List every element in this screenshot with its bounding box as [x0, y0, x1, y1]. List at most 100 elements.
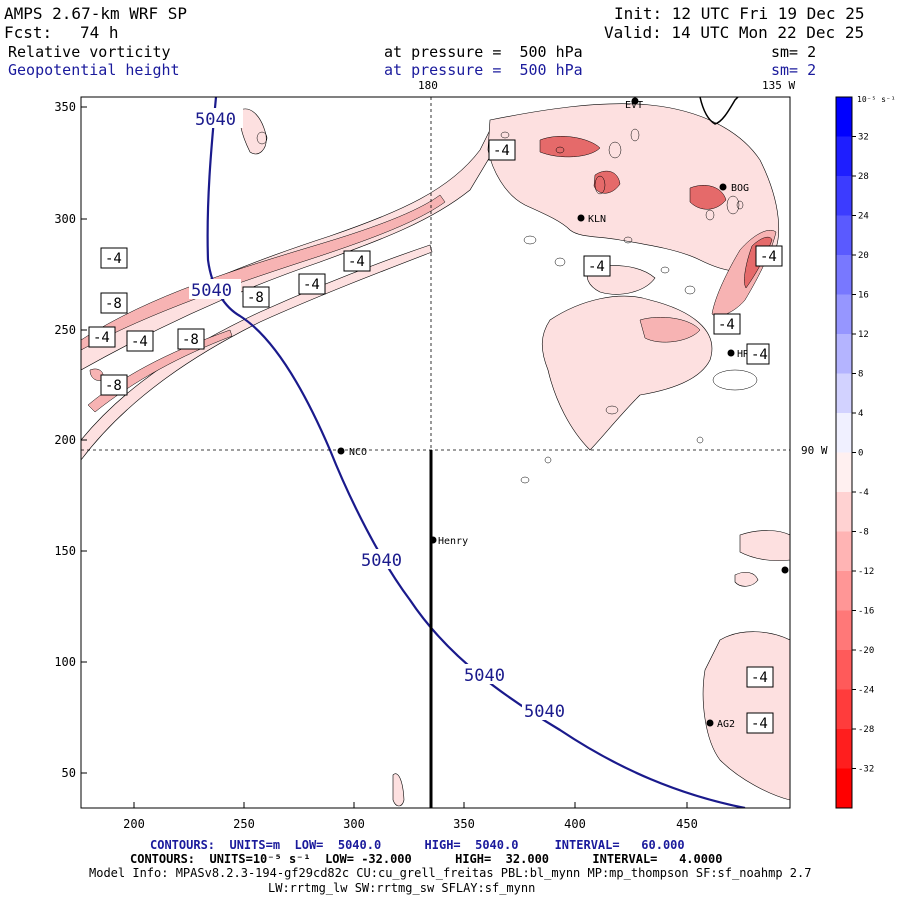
field2-smoothing: sm= 2 — [771, 61, 817, 79]
colorbar-label: -32 — [858, 765, 874, 775]
station-dot-hrz — [727, 349, 735, 357]
vort-label: -8 — [182, 332, 199, 348]
colorbar-label: 28 — [858, 172, 869, 182]
y-tick-label: 350 — [54, 100, 76, 114]
colorbar-label: -28 — [858, 725, 874, 735]
colorbar-band — [836, 768, 852, 809]
colorbar-band — [836, 334, 852, 374]
station-dot-evt — [631, 97, 639, 105]
colorbar: 32 28 24 20 16 12 8 4 0 -4 -8 -12 -16 -20 -24 -28 -32 — [835, 96, 874, 809]
colorbar-band — [836, 610, 852, 651]
vort-label: -8 — [105, 296, 122, 312]
lon-label-135w: 135 W — [762, 79, 796, 92]
vort-label: -4 — [303, 277, 320, 293]
station-label-hrz: HRZ — [737, 349, 755, 360]
coastline — [699, 96, 739, 125]
colorbar-band — [836, 136, 852, 177]
init-time: Init: 12 UTC Fri 19 Dec 25 — [614, 4, 865, 23]
colorbar-unit: 10⁻⁵ s⁻¹ — [857, 95, 896, 104]
vort-label: -4 — [718, 317, 735, 333]
colorbar-band — [836, 97, 852, 137]
vort-label: -8 — [247, 290, 264, 306]
footer-model-info: Model Info: MPASv8.2.3-194-gf29cd82c CU:… — [89, 866, 812, 880]
colorbar-band — [836, 571, 852, 611]
vorticity-labels: -4 -8 -4 -4 -8 -8 -8 -4 -4 -4 -4 -4 -4 -… — [88, 139, 783, 734]
station-label-bog: BOG — [731, 183, 749, 194]
lon-label-180: 180 — [418, 79, 438, 92]
station-label-henry: Henry — [438, 536, 468, 547]
colorbar-label: 8 — [858, 370, 863, 380]
y-tick-label: 50 — [62, 766, 76, 780]
field1-smoothing: sm= 2 — [771, 43, 817, 61]
colorbar-band — [836, 294, 852, 335]
height-label: 5040 — [361, 551, 402, 571]
vort-label: -4 — [751, 716, 768, 732]
plot-frame — [80, 96, 791, 809]
footer-model-info-2: LW:rrtmg_lw SW:rrtmg_sw SFLAY:sf_mynn — [268, 881, 536, 895]
vort-label: -4 — [751, 347, 768, 363]
x-tick-label: 400 — [564, 817, 586, 831]
footer-contours-vorticity: CONTOURS: UNITS=10⁻⁵ s⁻¹ LOW= -32.000 HI… — [130, 852, 723, 866]
forecast-label: Fcst: — [4, 23, 53, 42]
colorbar-band — [836, 215, 852, 256]
vort-label: -4 — [760, 249, 777, 265]
model-title: AMPS 2.67-km WRF SP — [4, 4, 188, 23]
colorbar-band — [836, 373, 852, 414]
colorbar-label: -4 — [858, 488, 869, 498]
vort-label: -4 — [588, 259, 605, 275]
colorbar-label: 12 — [858, 330, 869, 340]
colorbar-band — [836, 531, 852, 572]
colorbar-label: -20 — [858, 646, 874, 656]
x-tick-label: 300 — [343, 817, 365, 831]
colorbar-band — [836, 176, 852, 216]
vort-contour-rings — [256, 128, 758, 484]
colorbar-band — [836, 689, 852, 730]
x-tick-label: 450 — [676, 817, 698, 831]
y-tick-label: 150 — [54, 544, 76, 558]
vorticity-shading — [81, 103, 790, 807]
colorbar-band — [836, 413, 852, 453]
station-dot-henry — [429, 536, 437, 544]
height-label: 5040 — [195, 110, 236, 130]
field1-level: at pressure = 500 hPa — [384, 43, 583, 61]
y-tick-label: 200 — [54, 433, 76, 447]
height-label: 5040 — [524, 702, 565, 722]
vort-blob-central-east — [541, 295, 713, 451]
field2-name: Geopotential height — [8, 61, 180, 79]
x-tick-label: 350 — [453, 817, 475, 831]
station-dot-ag2 — [706, 719, 714, 727]
colorbar-label: -24 — [858, 686, 874, 696]
vort-label: -4 — [348, 254, 365, 270]
y-tick-label: 250 — [54, 323, 76, 337]
vort-label: -4 — [493, 143, 510, 159]
station-dot-edge — [781, 566, 789, 574]
lon-label-90w: 90 W — [801, 444, 828, 457]
colorbar-label: 0 — [858, 449, 863, 459]
forecast-hour: 74 h — [80, 23, 119, 42]
station-markers — [337, 97, 789, 727]
colorbar-band — [836, 650, 852, 690]
station-label-ag2: AG2 — [717, 719, 735, 730]
colorbar-band — [836, 255, 852, 295]
vort-label: -4 — [131, 334, 148, 350]
y-tick-label: 300 — [54, 212, 76, 226]
y-tick-label: 100 — [54, 655, 76, 669]
colorbar-label: 20 — [858, 251, 869, 261]
station-dot-bog — [719, 183, 727, 191]
vort-label: -4 — [93, 330, 110, 346]
station-label-evt: EVT — [625, 100, 643, 111]
colorbar-label: 32 — [858, 133, 869, 143]
colorbar-label: 24 — [858, 212, 869, 222]
colorbar-label: 4 — [858, 409, 863, 419]
colorbar-band — [836, 452, 852, 493]
footer-contours-height: CONTOURS: UNITS=m LOW= 5040.0 HIGH= 5040… — [150, 838, 685, 852]
station-dot-nco — [337, 447, 345, 455]
height-label: 5040 — [191, 281, 232, 301]
station-label-kln: KLN — [588, 214, 606, 225]
colorbar-label: -12 — [858, 567, 874, 577]
colorbar-band — [836, 492, 852, 532]
colorbar-label: -16 — [858, 607, 874, 617]
vort-label: -4 — [751, 670, 768, 686]
station-label-nco: NCO — [349, 447, 367, 458]
